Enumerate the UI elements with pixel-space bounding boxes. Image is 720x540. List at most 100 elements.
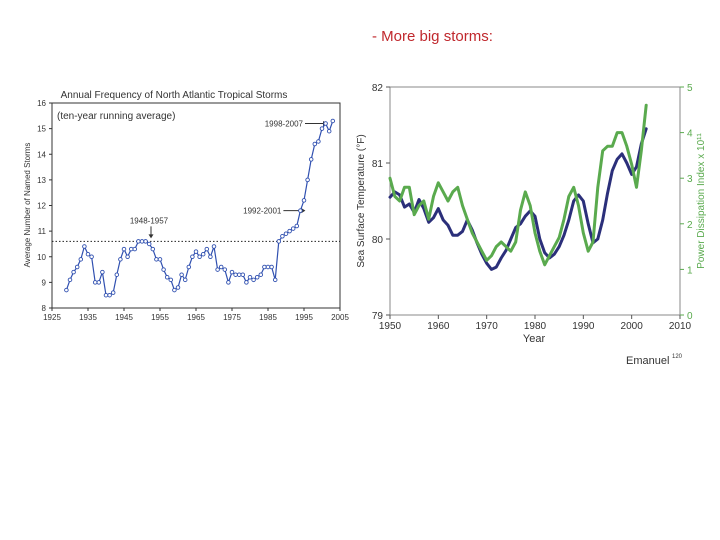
- data-point: [240, 272, 246, 277]
- data-point: [150, 246, 156, 252]
- left-y-tick-label: 80: [372, 235, 384, 246]
- x-tick-label: 1925: [43, 313, 61, 322]
- x-tick-label: 1955: [151, 313, 169, 322]
- y-tick-label: 15: [37, 125, 46, 134]
- x-tick-label: 2005: [331, 313, 349, 322]
- data-point: [226, 280, 231, 285]
- data-point: [323, 121, 328, 126]
- data-point: [247, 274, 253, 280]
- data-point: [107, 292, 112, 298]
- x-tick-label: 1965: [187, 313, 205, 322]
- data-point: [319, 126, 325, 131]
- x-tick-label: 1985: [259, 313, 277, 322]
- data-point: [67, 277, 73, 283]
- data-point: [233, 272, 238, 277]
- data-point: [272, 277, 278, 283]
- data-point: [186, 264, 192, 270]
- data-point: [269, 264, 274, 270]
- x-tick-label: 1950: [379, 321, 402, 332]
- data-point: [74, 264, 80, 270]
- data-point: [110, 290, 116, 295]
- data-point: [114, 272, 120, 277]
- x-tick-label: 1990: [572, 321, 595, 332]
- data-point: [229, 269, 235, 275]
- data-point: [262, 264, 267, 270]
- data-point: [265, 264, 271, 270]
- data-point: [85, 251, 91, 257]
- y-tick-label: 16: [37, 99, 46, 108]
- data-point: [258, 272, 264, 277]
- x-tick-label: 2000: [621, 321, 644, 332]
- x-tick-label: 1975: [223, 313, 241, 322]
- data-point: [82, 244, 87, 249]
- slide-title: - More big storms:: [372, 28, 493, 45]
- right-y-tick-label: 1: [687, 265, 693, 276]
- data-point: [294, 223, 300, 229]
- data-point: [244, 280, 249, 285]
- data-point: [305, 177, 310, 183]
- left-y-tick-label: 81: [372, 159, 384, 170]
- data-point: [190, 254, 195, 259]
- y-tick-label: 13: [37, 176, 46, 185]
- data-point: [118, 257, 123, 262]
- y-tick-label: 14: [37, 150, 46, 159]
- data-point: [164, 274, 170, 280]
- y-axis-label: Average Number of Named Storms: [23, 143, 32, 268]
- right-y-axis-label: Power Dissipation Index x 10¹¹: [696, 133, 707, 269]
- data-point: [100, 269, 105, 275]
- data-point: [146, 241, 152, 247]
- series-line-power-dissipation-index: [388, 103, 648, 267]
- data-point: [182, 277, 188, 283]
- annotation-arrowhead: [301, 208, 306, 214]
- data-point: [136, 239, 141, 244]
- right-y-tick-label: 4: [687, 129, 693, 140]
- data-point: [326, 128, 332, 134]
- y-tick-label: 12: [37, 202, 46, 211]
- data-point: [312, 141, 318, 147]
- x-tick-label: 1970: [476, 321, 499, 332]
- data-point: [330, 118, 336, 124]
- y-tick-label: 8: [42, 304, 47, 313]
- data-point: [197, 254, 202, 259]
- data-point: [96, 280, 102, 285]
- data-point: [251, 277, 256, 283]
- data-point: [172, 287, 177, 293]
- x-axis-label: Year: [523, 333, 546, 345]
- sst-pdi-chart: Sea Surface Temperature (°F) Power Dissi…: [352, 72, 714, 372]
- figure-credit-reference: 120: [672, 354, 683, 360]
- data-point: [71, 269, 76, 275]
- data-point: [193, 249, 199, 254]
- data-point: [168, 277, 174, 283]
- data-point: [218, 264, 224, 270]
- data-point: [254, 274, 260, 280]
- data-point: [103, 292, 109, 298]
- data-point: [143, 239, 148, 244]
- data-point: [157, 257, 163, 262]
- data-point: [283, 231, 289, 236]
- data-point: [121, 246, 127, 252]
- chart-subtitle: (ten-year running average): [57, 111, 175, 122]
- annotation-arrowhead: [148, 234, 154, 239]
- data-point: [179, 272, 184, 277]
- x-tick-label: 1980: [524, 321, 547, 332]
- data-point: [92, 280, 98, 285]
- data-point: [139, 239, 145, 244]
- x-tick-label: 1995: [295, 313, 313, 322]
- chart-title: Annual Frequency of North Atlantic Tropi…: [61, 90, 288, 101]
- storm-frequency-chart: Annual Frequency of North Atlantic Tropi…: [20, 82, 355, 328]
- data-point: [125, 254, 130, 259]
- data-point: [204, 246, 210, 252]
- x-tick-label: 2010: [669, 321, 692, 332]
- left-y-tick-label: 79: [372, 311, 384, 322]
- data-point: [132, 246, 138, 252]
- right-y-tick-label: 3: [687, 174, 693, 185]
- data-point: [154, 257, 159, 262]
- figure-credit: Emanuel: [626, 355, 669, 367]
- data-point: [89, 254, 94, 259]
- data-point: [175, 285, 181, 290]
- data-point: [128, 246, 134, 252]
- data-point: [211, 244, 217, 249]
- data-point: [215, 267, 220, 272]
- data-point: [200, 251, 206, 257]
- data-point: [208, 254, 213, 259]
